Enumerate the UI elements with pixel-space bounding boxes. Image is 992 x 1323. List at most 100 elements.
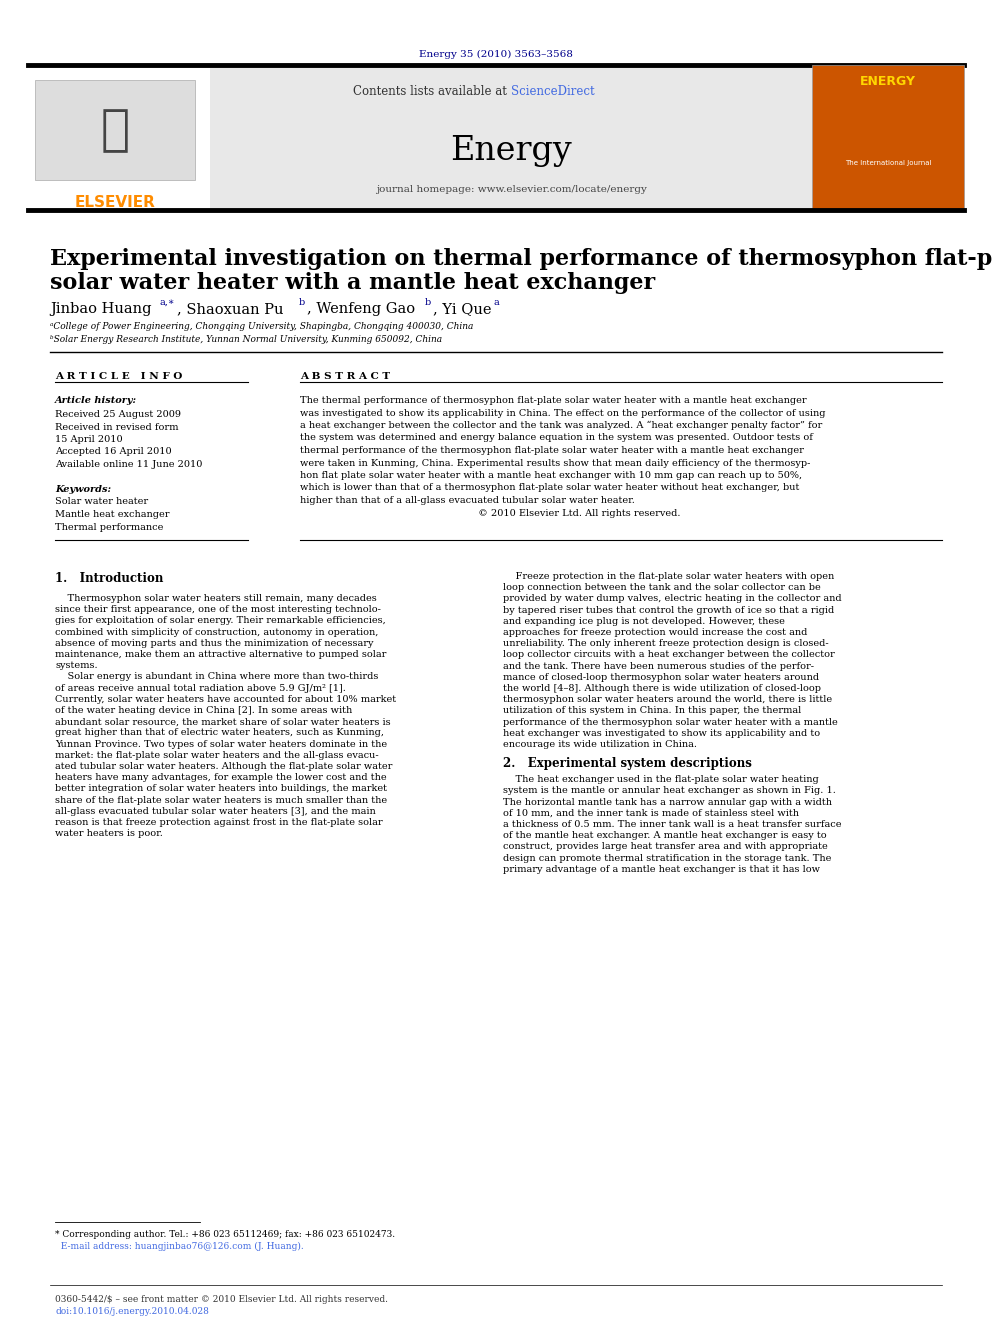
- Text: thermosyphon solar water heaters around the world, there is little: thermosyphon solar water heaters around …: [503, 695, 832, 704]
- Text: the system was determined and energy balance equation in the system was presente: the system was determined and energy bal…: [300, 434, 812, 442]
- Text: Received 25 August 2009: Received 25 August 2009: [55, 410, 181, 419]
- Text: Received in revised form: Received in revised form: [55, 422, 179, 431]
- Text: , Wenfeng Gao: , Wenfeng Gao: [307, 302, 415, 316]
- Text: higher than that of a all-glass evacuated tubular solar water heater.: higher than that of a all-glass evacuate…: [300, 496, 635, 505]
- Text: water heaters is poor.: water heaters is poor.: [55, 830, 163, 839]
- Text: a,∗: a,∗: [160, 298, 176, 307]
- Text: absence of moving parts and thus the minimization of necessary: absence of moving parts and thus the min…: [55, 639, 374, 648]
- Text: provided by water dump valves, electric heating in the collector and: provided by water dump valves, electric …: [503, 594, 841, 603]
- Text: a thickness of 0.5 mm. The inner tank wall is a heat transfer surface: a thickness of 0.5 mm. The inner tank wa…: [503, 820, 841, 830]
- Text: loop collector circuits with a heat exchanger between the collector: loop collector circuits with a heat exch…: [503, 651, 834, 659]
- Text: Solar water heater: Solar water heater: [55, 497, 148, 507]
- Text: Keywords:: Keywords:: [55, 486, 111, 493]
- Text: solar water heater with a mantle heat exchanger: solar water heater with a mantle heat ex…: [50, 273, 655, 294]
- Text: of the water heating device in China [2]. In some areas with: of the water heating device in China [2]…: [55, 706, 352, 714]
- Text: gies for exploitation of solar energy. Their remarkable efficiencies,: gies for exploitation of solar energy. T…: [55, 617, 386, 626]
- Text: since their first appearance, one of the most interesting technolo-: since their first appearance, one of the…: [55, 605, 381, 614]
- Text: all-glass evacuated tubular solar water heaters [3], and the main: all-glass evacuated tubular solar water …: [55, 807, 376, 816]
- Text: 15 April 2010: 15 April 2010: [55, 435, 123, 445]
- Text: Accepted 16 April 2010: Accepted 16 April 2010: [55, 447, 172, 456]
- Text: The thermal performance of thermosyphon flat-plate solar water heater with a man: The thermal performance of thermosyphon …: [300, 396, 806, 405]
- Text: 🌳: 🌳: [100, 106, 130, 153]
- Text: and the tank. There have been numerous studies of the perfor-: and the tank. There have been numerous s…: [503, 662, 814, 671]
- Text: loop connection between the tank and the solar collector can be: loop connection between the tank and the…: [503, 583, 820, 593]
- Text: market: the flat-plate solar water heaters and the all-glass evacu-: market: the flat-plate solar water heate…: [55, 750, 379, 759]
- Text: Currently, solar water heaters have accounted for about 10% market: Currently, solar water heaters have acco…: [55, 695, 396, 704]
- Text: utilization of this system in China. In this paper, the thermal: utilization of this system in China. In …: [503, 706, 802, 716]
- Text: , Yi Que: , Yi Que: [433, 302, 491, 316]
- Text: Freeze protection in the flat-plate solar water heaters with open: Freeze protection in the flat-plate sola…: [503, 572, 834, 581]
- Text: construct, provides large heat transfer area and with appropriate: construct, provides large heat transfer …: [503, 843, 827, 852]
- Text: ELSEVIER: ELSEVIER: [74, 194, 156, 210]
- Bar: [35, 79, 195, 180]
- Text: heat exchanger was investigated to show its applicability and to: heat exchanger was investigated to show …: [503, 729, 820, 738]
- Text: Contents lists available at: Contents lists available at: [353, 85, 511, 98]
- Text: b: b: [425, 298, 432, 307]
- Text: journal homepage: www.elsevier.com/locate/energy: journal homepage: www.elsevier.com/locat…: [376, 185, 647, 194]
- Text: Solar energy is abundant in China where more than two-thirds: Solar energy is abundant in China where …: [55, 672, 378, 681]
- Text: ᵃCollege of Power Engineering, Chongqing University, Shapingba, Chongqing 400030: ᵃCollege of Power Engineering, Chongqing…: [50, 321, 473, 331]
- Text: better integration of solar water heaters into buildings, the market: better integration of solar water heater…: [55, 785, 387, 794]
- Text: encourage its wide utilization in China.: encourage its wide utilization in China.: [503, 740, 697, 749]
- Text: Energy: Energy: [450, 135, 571, 167]
- Text: of the mantle heat exchanger. A mantle heat exchanger is easy to: of the mantle heat exchanger. A mantle h…: [503, 831, 826, 840]
- Text: , Shaoxuan Pu: , Shaoxuan Pu: [177, 302, 284, 316]
- Text: mance of closed-loop thermosyphon solar water heaters around: mance of closed-loop thermosyphon solar …: [503, 673, 819, 681]
- Text: a: a: [494, 298, 500, 307]
- Text: of areas receive annual total radiation above 5.9 GJ/m² [1].: of areas receive annual total radiation …: [55, 684, 346, 693]
- Text: of 10 mm, and the inner tank is made of stainless steel with: of 10 mm, and the inner tank is made of …: [503, 808, 799, 818]
- Text: © 2010 Elsevier Ltd. All rights reserved.: © 2010 Elsevier Ltd. All rights reserved…: [300, 508, 681, 517]
- Text: The heat exchanger used in the flat-plate solar water heating: The heat exchanger used in the flat-plat…: [503, 775, 818, 785]
- Bar: [812, 65, 964, 210]
- Text: ᵇSolar Energy Research Institute, Yunnan Normal University, Kunming 650092, Chin: ᵇSolar Energy Research Institute, Yunnan…: [50, 335, 442, 344]
- Text: by tapered riser tubes that control the growth of ice so that a rigid: by tapered riser tubes that control the …: [503, 606, 834, 615]
- Text: Thermosyphon solar water heaters still remain, many decades: Thermosyphon solar water heaters still r…: [55, 594, 377, 603]
- Text: performance of the thermosyphon solar water heater with a mantle: performance of the thermosyphon solar wa…: [503, 717, 838, 726]
- Text: which is lower than that of a thermosyphon flat-plate solar water heater without: which is lower than that of a thermosyph…: [300, 483, 800, 492]
- Bar: [28, 65, 210, 210]
- Text: Article history:: Article history:: [55, 396, 137, 405]
- Text: the world [4–8]. Although there is wide utilization of closed-loop: the world [4–8]. Although there is wide …: [503, 684, 821, 693]
- Text: 2.   Experimental system descriptions: 2. Experimental system descriptions: [503, 757, 752, 770]
- Text: combined with simplicity of construction, autonomy in operation,: combined with simplicity of construction…: [55, 627, 378, 636]
- Text: system is the mantle or annular heat exchanger as shown in Fig. 1.: system is the mantle or annular heat exc…: [503, 786, 836, 795]
- Text: 1.   Introduction: 1. Introduction: [55, 572, 164, 585]
- Text: primary advantage of a mantle heat exchanger is that it has low: primary advantage of a mantle heat excha…: [503, 865, 820, 873]
- Text: Available online 11 June 2010: Available online 11 June 2010: [55, 460, 202, 468]
- Text: A R T I C L E   I N F O: A R T I C L E I N F O: [55, 372, 183, 381]
- Text: share of the flat-plate solar water heaters is much smaller than the: share of the flat-plate solar water heat…: [55, 795, 387, 804]
- Text: b: b: [299, 298, 306, 307]
- Text: Jinbao Huang: Jinbao Huang: [50, 302, 152, 316]
- Text: A B S T R A C T: A B S T R A C T: [300, 372, 390, 381]
- Text: unreliability. The only inherent freeze protection design is closed-: unreliability. The only inherent freeze …: [503, 639, 828, 648]
- Text: Mantle heat exchanger: Mantle heat exchanger: [55, 509, 170, 519]
- Text: thermal performance of the thermosyphon flat-plate solar water heater with a man: thermal performance of the thermosyphon …: [300, 446, 804, 455]
- Text: E-mail address: huangjinbao76@126.com (J. Huang).: E-mail address: huangjinbao76@126.com (J…: [55, 1242, 304, 1252]
- Text: heaters have many advantages, for example the lower cost and the: heaters have many advantages, for exampl…: [55, 773, 387, 782]
- Text: Yunnan Province. Two types of solar water heaters dominate in the: Yunnan Province. Two types of solar wate…: [55, 740, 387, 749]
- Text: design can promote thermal stratification in the storage tank. The: design can promote thermal stratificatio…: [503, 853, 831, 863]
- Text: was investigated to show its applicability in China. The effect on the performan: was investigated to show its applicabili…: [300, 409, 825, 418]
- Text: The International Journal: The International Journal: [845, 160, 931, 165]
- Text: abundant solar resource, the market share of solar water heaters is: abundant solar resource, the market shar…: [55, 717, 391, 726]
- Text: * Corresponding author. Tel.: +86 023 65112469; fax: +86 023 65102473.: * Corresponding author. Tel.: +86 023 65…: [55, 1230, 395, 1240]
- Bar: [210, 65, 812, 210]
- Text: The horizontal mantle tank has a narrow annular gap with a width: The horizontal mantle tank has a narrow …: [503, 798, 832, 807]
- Text: ScienceDirect: ScienceDirect: [511, 85, 594, 98]
- Text: doi:10.1016/j.energy.2010.04.028: doi:10.1016/j.energy.2010.04.028: [55, 1307, 209, 1316]
- Text: ated tubular solar water heaters. Although the flat-plate solar water: ated tubular solar water heaters. Althou…: [55, 762, 393, 771]
- Text: 0360-5442/$ – see front matter © 2010 Elsevier Ltd. All rights reserved.: 0360-5442/$ – see front matter © 2010 El…: [55, 1295, 388, 1304]
- Text: approaches for freeze protection would increase the cost and: approaches for freeze protection would i…: [503, 628, 807, 636]
- Text: reason is that freeze protection against frost in the flat-plate solar: reason is that freeze protection against…: [55, 818, 383, 827]
- Text: great higher than that of electric water heaters, such as Kunming,: great higher than that of electric water…: [55, 729, 384, 737]
- Text: were taken in Kunming, China. Experimental results show that mean daily efficien: were taken in Kunming, China. Experiment…: [300, 459, 810, 467]
- Text: maintenance, make them an attractive alternative to pumped solar: maintenance, make them an attractive alt…: [55, 650, 386, 659]
- Text: systems.: systems.: [55, 662, 97, 671]
- Text: Energy 35 (2010) 3563–3568: Energy 35 (2010) 3563–3568: [419, 50, 573, 60]
- Text: ENERGY: ENERGY: [860, 75, 916, 89]
- Text: Thermal performance: Thermal performance: [55, 523, 164, 532]
- Text: and expanding ice plug is not developed. However, these: and expanding ice plug is not developed.…: [503, 617, 785, 626]
- Text: hon flat plate solar water heater with a mantle heat exchanger with 10 mm gap ca: hon flat plate solar water heater with a…: [300, 471, 803, 480]
- Text: Experimental investigation on thermal performance of thermosyphon flat-plate: Experimental investigation on thermal pe…: [50, 247, 992, 270]
- Text: a heat exchanger between the collector and the tank was analyzed. A “heat exchan: a heat exchanger between the collector a…: [300, 421, 822, 430]
